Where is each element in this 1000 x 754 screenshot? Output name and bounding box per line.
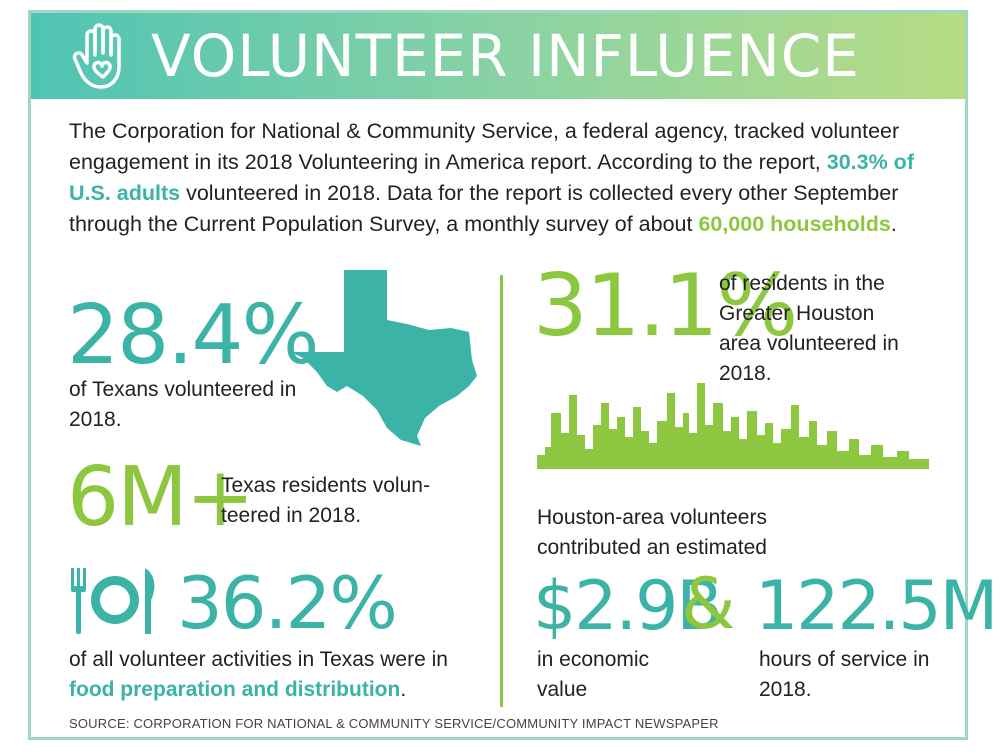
- food-label-prefix: of all volunteer activities in Texas wer…: [69, 648, 448, 671]
- houston-skyline-icon: [537, 383, 929, 469]
- economic-value-label: in economic value: [537, 648, 650, 701]
- texas-residents-count: 6M+: [67, 450, 255, 545]
- food-activity-percent: 36.2%: [177, 561, 398, 645]
- intro-text-3: .: [890, 212, 897, 236]
- hand-heart-icon: [72, 23, 121, 89]
- intro-highlight-adults: 30.3% of U.S. adults: [69, 150, 914, 205]
- houston-volunteer-label: of residents in the Greater Houston area…: [719, 272, 899, 385]
- food-label-suffix: .: [400, 678, 407, 701]
- hours-of-service-amount: 122.5M: [755, 567, 998, 646]
- ampersand-symbol: &: [681, 563, 736, 645]
- intro-paragraph: The Corporation for National & Community…: [69, 116, 939, 240]
- plate-utensils-icon: [71, 568, 155, 634]
- intro-text-2: volunteered in 2018. Data for the report…: [69, 181, 899, 236]
- infographic-frame: VOLUNTEER INFLUENCE The Corporation for …: [28, 10, 998, 740]
- title-banner: VOLUNTEER INFLUENCE: [31, 13, 965, 99]
- hours-of-service-label: hours of service in 2018.: [759, 648, 930, 701]
- intro-highlight-households: 60,000 households: [698, 212, 891, 236]
- food-activity-label: of all volunteer activities in Texas wer…: [69, 645, 489, 705]
- intro-text-1: The Corporation for National & Community…: [69, 119, 900, 174]
- source-note: SOURCE: CORPORATION FOR NATIONAL & COMMU…: [69, 716, 719, 731]
- food-label-highlight: food preparation and distribution: [69, 678, 401, 701]
- texas-map-icon: [291, 270, 477, 446]
- houston-volunteer-percent: 31.1%: [533, 256, 798, 356]
- column-divider: [500, 275, 503, 707]
- texas-volunteer-percent: 28.4%: [67, 288, 319, 383]
- texas-residents-label: Texas residents volun- teered in 2018.: [221, 474, 430, 527]
- page-title: VOLUNTEER INFLUENCE: [151, 22, 860, 90]
- houston-contribution-intro: Houston-area volunteers contributed an e…: [537, 506, 767, 559]
- economic-value-amount: $2.9B: [533, 567, 723, 646]
- texas-volunteer-label: of Texans volunteered in 2018.: [69, 378, 297, 431]
